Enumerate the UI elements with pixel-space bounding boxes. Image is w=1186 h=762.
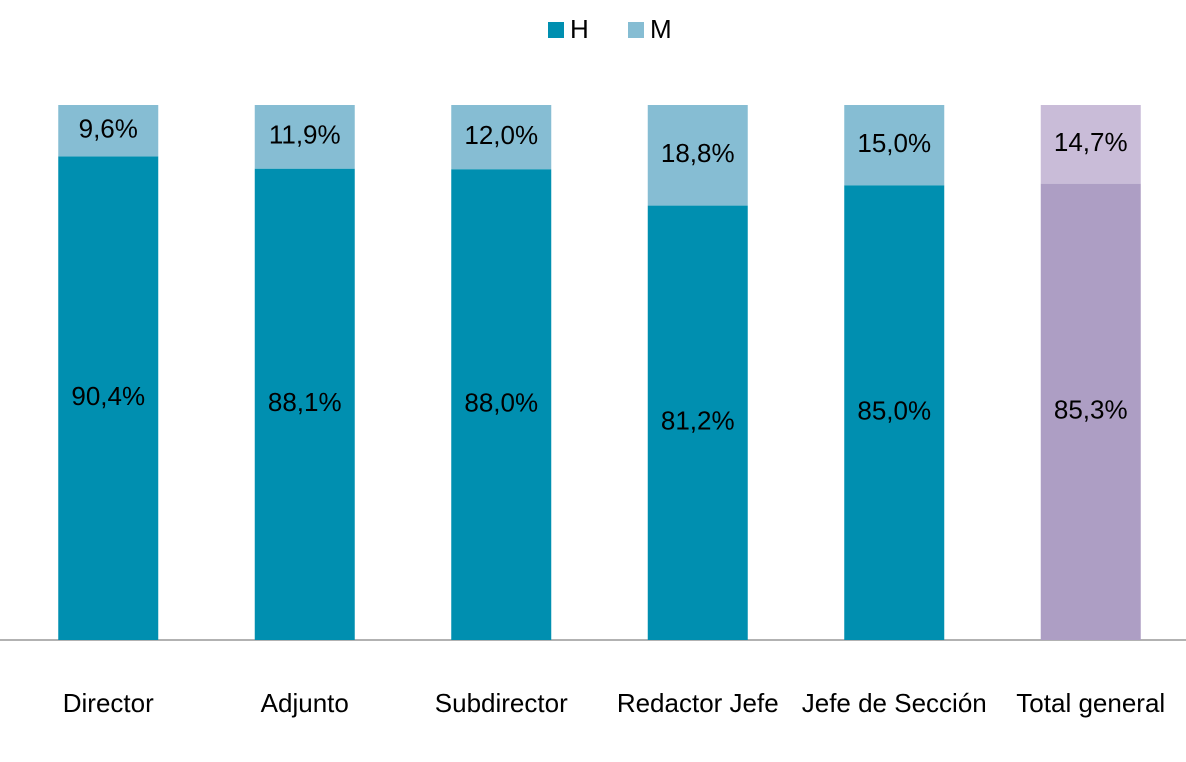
x-tick-label: Jefe de Sección xyxy=(802,688,987,718)
bar-segment xyxy=(254,105,355,169)
data-label: 14,7% xyxy=(1054,127,1128,157)
legend-swatch xyxy=(628,22,644,38)
x-tick-label: Redactor Jefe xyxy=(617,688,779,718)
x-tick-label: Subdirector xyxy=(435,688,568,718)
data-label: 9,6% xyxy=(79,114,138,144)
data-label: 11,9% xyxy=(269,120,341,150)
bar-segment xyxy=(647,205,748,640)
data-label: 85,3% xyxy=(1054,395,1128,425)
data-label: 88,1% xyxy=(268,387,342,417)
bar-segment xyxy=(647,105,748,206)
bar-segment xyxy=(58,105,159,157)
x-tick-label: Director xyxy=(63,688,154,718)
data-label: 90,4% xyxy=(71,381,145,411)
bar-segment xyxy=(844,105,945,186)
data-label: 81,2% xyxy=(661,406,735,436)
bar-segment xyxy=(1040,105,1141,184)
legend-label: H xyxy=(570,14,589,44)
legend-label: M xyxy=(650,14,672,44)
data-label: 15,0% xyxy=(857,128,931,158)
x-tick-label: Adjunto xyxy=(261,688,349,718)
bar-segment xyxy=(451,105,552,170)
data-label: 85,0% xyxy=(857,396,931,426)
data-label: 12,0% xyxy=(464,120,538,150)
bar-segment xyxy=(1040,183,1141,640)
data-label: 88,0% xyxy=(464,387,538,417)
bar-segment xyxy=(451,169,552,640)
bar-segment xyxy=(844,185,945,640)
data-label: 18,8% xyxy=(661,138,735,168)
bar-segment xyxy=(58,156,159,641)
bar-segment xyxy=(254,168,355,641)
legend-swatch xyxy=(548,22,564,38)
x-tick-label: Total general xyxy=(1016,688,1165,718)
